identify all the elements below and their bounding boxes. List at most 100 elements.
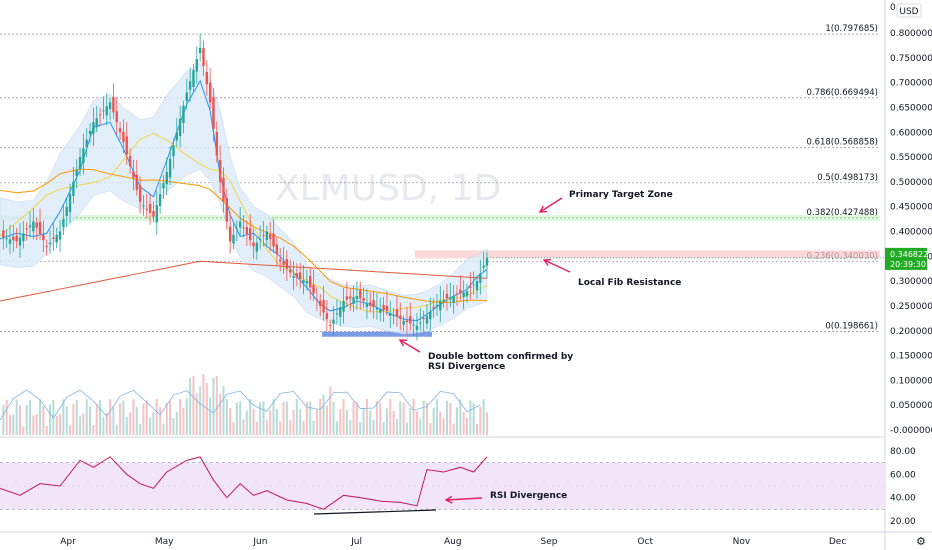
volume-bar [122,400,125,435]
candle-body [352,297,355,304]
volume-bar [259,402,262,435]
volume-bar [85,399,88,435]
candle-body [325,313,329,320]
volume-bar [222,385,225,435]
candle-body [385,305,389,311]
candle-body [272,233,275,247]
candle-body [402,320,405,325]
volume-bar [29,399,32,435]
annotation-fib-resistance: Local Fib Resistance [578,278,681,288]
axes: 0.8USD0.8000000.7500000.7000000.6500000.… [60,3,932,548]
candle-body [52,237,55,239]
candle-body [202,48,205,67]
candle-body [362,298,365,301]
volume-bar [445,400,448,435]
candle-body [102,110,105,112]
volume-bar [435,399,438,435]
candle-body [2,230,5,238]
volume-bar [2,405,5,435]
volume-bar [425,402,428,435]
volume-bar [379,402,382,435]
last-price-tag [885,247,927,270]
volume-bar [25,404,28,435]
volume-bar [362,408,365,435]
volume-bar [212,377,215,435]
volume-bar [242,419,245,435]
volume-bar [395,419,398,435]
volume-bar [219,393,222,435]
candle-body [115,111,118,123]
candle-body [359,290,362,299]
volume-bar [449,403,452,435]
candle-body [349,296,352,299]
volume-bar [332,401,335,435]
resistance-zone [415,250,880,259]
last-price-countdown: 20:39:30 [890,260,926,269]
symbol-watermark: XLMUSD, 1D [275,168,501,209]
time-tick: Oct [637,537,653,547]
fib-label: 0.618(0.568858) [806,138,878,148]
candle-body [195,59,199,72]
volume-bar [432,407,435,435]
candle-body [25,228,28,230]
volume-bar [175,411,178,435]
volume-bar [65,405,68,435]
candle-body [392,314,395,316]
volume-bar [209,397,212,435]
candle-body [475,281,479,290]
volume-bar [105,412,108,435]
candle-body [342,300,345,312]
volume-bar [5,399,8,435]
volume-bar [389,399,392,435]
candle-body [125,136,128,155]
volume-bar [139,424,142,435]
price-tick: 0.400000 [890,228,932,238]
volume-bar [349,420,352,435]
candle-body [275,244,279,254]
volume-bar [135,406,138,435]
candle-body [345,296,349,300]
candle-body [305,281,309,284]
candle-body [82,148,85,163]
volume-bar [129,412,132,435]
volume-bar [149,417,152,435]
currency-box[interactable] [896,3,922,18]
candle-body [5,238,8,240]
candle-body [165,171,168,185]
volume-bar [342,399,345,435]
rsi-tick: 40.00 [890,494,916,504]
volume-bar [415,411,418,435]
candle-body [95,118,98,128]
candle-body [208,82,212,103]
candle-body [449,297,452,300]
candle-body [319,300,322,306]
volume-bar [172,418,175,435]
volume-bar [42,405,45,435]
volume-bar [295,399,298,435]
candle-body [452,296,455,303]
price-tick: 0.250000 [890,302,932,312]
candle-body [282,261,285,265]
ma-slow [0,168,488,304]
volume-bar [9,415,12,435]
volume-bar [195,393,198,435]
rsi-divergence-line [313,509,437,515]
price-tick: -0.000000 [890,426,932,436]
settings-gear-icon[interactable]: ⚙ [916,535,926,548]
candle-body [18,237,22,246]
candle-body [65,206,68,216]
candle-body [465,291,469,297]
volume-bar [282,402,285,435]
volume-bar [339,409,342,435]
volume-bar [142,403,145,435]
annotation-target: Primary Target Zone [569,190,673,200]
volume-bar [289,420,292,435]
candle-body [72,181,75,197]
volume-bar [245,410,248,435]
volume-bar [109,399,112,435]
candle-body [372,300,375,307]
price-tick: 0.200000 [890,327,932,337]
volume-bar [239,401,242,435]
volume-bar [442,418,445,435]
